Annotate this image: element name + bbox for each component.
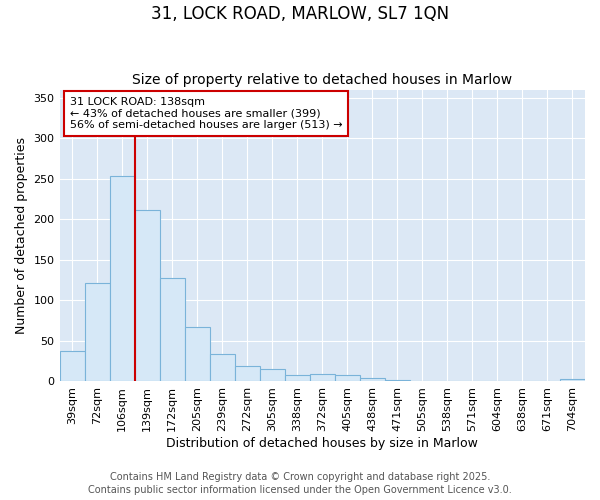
Text: 31 LOCK ROAD: 138sqm
← 43% of detached houses are smaller (399)
56% of semi-deta: 31 LOCK ROAD: 138sqm ← 43% of detached h… (70, 97, 343, 130)
Bar (235, 366, 260, 382)
Bar (285, 375, 310, 382)
Title: Size of property relative to detached houses in Marlow: Size of property relative to detached ho… (132, 73, 512, 87)
Y-axis label: Number of detached properties: Number of detached properties (15, 137, 28, 334)
Bar (209, 354, 235, 382)
Bar (110, 176, 134, 382)
Text: 31, LOCK ROAD, MARLOW, SL7 1QN: 31, LOCK ROAD, MARLOW, SL7 1QN (151, 5, 449, 23)
Bar (335, 375, 360, 382)
Bar (85, 284, 110, 382)
Bar (59, 350, 85, 382)
Bar (460, 380, 485, 382)
Bar (360, 378, 385, 382)
Bar (160, 278, 185, 382)
Bar (134, 210, 160, 382)
X-axis label: Distribution of detached houses by size in Marlow: Distribution of detached houses by size … (166, 437, 478, 450)
Bar (260, 370, 285, 382)
Bar (485, 380, 510, 382)
Bar (410, 380, 435, 382)
Bar (560, 379, 585, 382)
Text: Contains HM Land Registry data © Crown copyright and database right 2025.
Contai: Contains HM Land Registry data © Crown c… (88, 472, 512, 495)
Bar (310, 374, 335, 382)
Bar (185, 327, 209, 382)
Bar (385, 380, 410, 382)
Bar (435, 380, 460, 382)
